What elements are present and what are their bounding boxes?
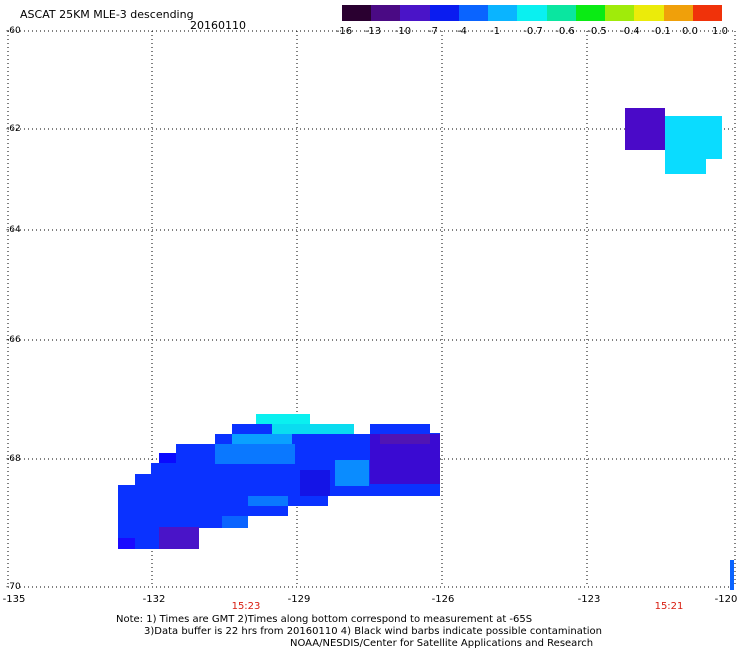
lat-label: -70: [6, 582, 21, 592]
colorbar-segment: [488, 5, 518, 21]
time-label: 15:23: [231, 601, 261, 612]
colorbar-segment: [605, 5, 635, 21]
note-line-3: NOAA/NESDIS/Center for Satellite Applica…: [290, 638, 594, 649]
colorbar-segment: [458, 5, 489, 21]
note-line-2: 3)Data buffer is 22 hrs from 20160110 4)…: [144, 626, 602, 637]
map-title: ASCAT 25KM MLE-3 descending: [20, 8, 194, 21]
colorbar-segment: [429, 5, 459, 21]
colorbar: [342, 5, 723, 21]
lat-label: -66: [6, 335, 21, 345]
colorbar-segment: [400, 5, 430, 21]
note-line-1: Note: 1) Times are GMT 2)Times along bot…: [116, 614, 533, 625]
lon-label: -135: [2, 594, 26, 605]
edge-swath: [730, 560, 734, 590]
time-label: 15:21: [654, 601, 684, 612]
colorbar-segment: [692, 5, 723, 21]
colorbar-label: -4: [457, 26, 467, 37]
colorbar-label: -10: [394, 26, 412, 37]
lon-label: -126: [431, 594, 455, 605]
lon-label: -123: [577, 594, 601, 605]
lat-label: -62: [6, 124, 21, 134]
lat-label: -64: [6, 225, 21, 235]
map-date: 20160110: [190, 19, 246, 32]
lon-gridlines: [7, 31, 736, 587]
colorbar-label: -1: [490, 26, 500, 37]
colorbar-segment: [371, 5, 401, 21]
colorbar-segment: [546, 5, 576, 21]
lon-label: -120: [714, 594, 738, 605]
lon-label: -132: [142, 594, 166, 605]
colorbar-segment: [663, 5, 693, 21]
swath-southwest: [118, 414, 440, 549]
colorbar-label: -0.4: [620, 26, 640, 37]
lon-label: -129: [287, 594, 311, 605]
swath-northeast: [625, 108, 722, 174]
lat-label: -68: [6, 454, 21, 464]
lat-label: -60: [6, 26, 21, 36]
colorbar-segment: [517, 5, 547, 21]
colorbar-label: 0.0: [682, 26, 698, 37]
colorbar-segment: [575, 5, 606, 21]
colorbar-segment: [342, 5, 372, 21]
colorbar-segment: [634, 5, 664, 21]
